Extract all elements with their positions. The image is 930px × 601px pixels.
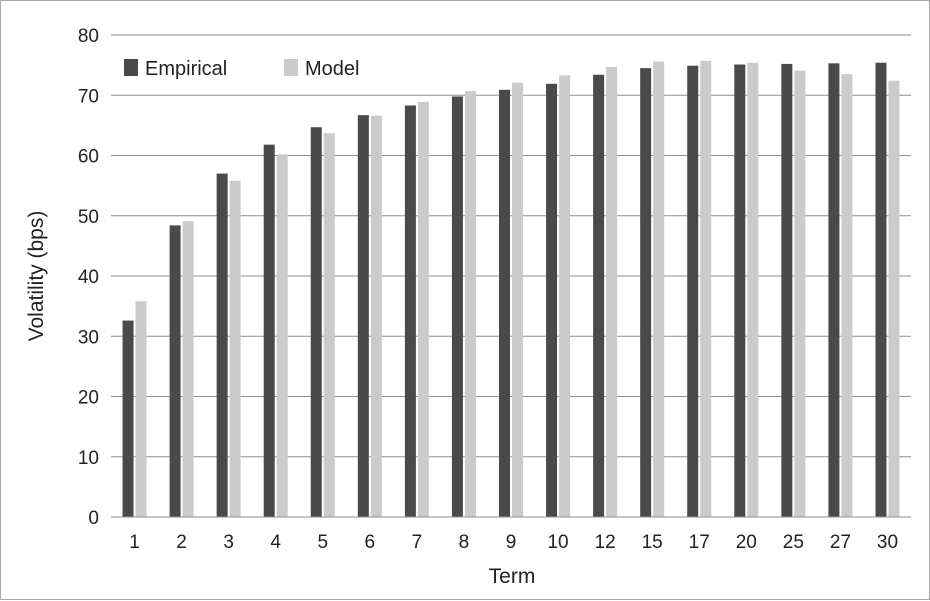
bar-empirical-5 — [310, 127, 322, 518]
x-tick-label: 4 — [270, 532, 281, 553]
bar-empirical-9 — [499, 89, 510, 517]
bar-empirical-2 — [169, 225, 181, 517]
x-tick-label: 3 — [223, 532, 234, 553]
y-tick-label: 30 — [78, 327, 99, 348]
x-tick-label: 27 — [830, 532, 851, 553]
y-tick-label: 60 — [78, 147, 99, 168]
y-tick-labels: 0 10 20 30 40 50 60 70 80 — [78, 26, 99, 529]
gridlines — [111, 34, 911, 458]
bar-model-4 — [276, 154, 288, 518]
y-tick-label: 10 — [78, 448, 99, 469]
y-tick-label: 80 — [78, 26, 99, 47]
bar-empirical-1 — [122, 320, 134, 517]
x-tick-label: 12 — [595, 532, 616, 553]
bar-empirical-15 — [640, 68, 652, 517]
x-axis-title: Term — [489, 565, 536, 588]
bar-model-15 — [653, 61, 665, 517]
bar-model-30 — [888, 80, 900, 517]
y-tick-label: 20 — [78, 388, 99, 409]
legend: Empirical Model — [124, 58, 359, 80]
bars — [122, 60, 900, 518]
bar-model-17 — [700, 60, 712, 517]
bar-empirical-25 — [781, 63, 793, 518]
x-tick-label: 9 — [506, 532, 517, 553]
bar-model-7 — [417, 101, 429, 517]
x-tick-label: 17 — [689, 532, 710, 553]
bar-model-20 — [747, 62, 759, 518]
x-tick-label: 20 — [736, 532, 757, 553]
bar-empirical-6 — [357, 115, 369, 517]
bar-empirical-17 — [687, 65, 699, 517]
x-tick-label: 10 — [547, 532, 568, 553]
bar-model-3 — [229, 180, 241, 517]
x-tick-label: 2 — [176, 532, 187, 553]
legend-label-empirical: Empirical — [145, 58, 227, 80]
x-tick-label: 7 — [412, 532, 423, 553]
bar-model-25 — [794, 70, 806, 518]
y-tick-label: 50 — [78, 207, 99, 228]
y-tick-label: 0 — [88, 508, 99, 529]
bar-model-12 — [606, 66, 618, 518]
bar-model-5 — [323, 133, 335, 517]
bar-empirical-3 — [216, 173, 228, 517]
x-tick-label: 6 — [365, 532, 376, 553]
bar-model-8 — [464, 91, 476, 517]
y-axis-title: Volatility (bps) — [25, 211, 48, 342]
x-tick-label: 8 — [459, 532, 470, 553]
x-tick-label: 1 — [129, 532, 140, 553]
bar-model-9 — [512, 82, 523, 517]
bar-model-27 — [841, 74, 853, 517]
bar-empirical-4 — [263, 144, 275, 517]
x-tick-labels: 1 2 3 4 5 6 7 8 9 10 12 15 17 20 25 27 30 — [129, 532, 898, 553]
bar-empirical-10 — [546, 83, 558, 518]
x-tick-label: 15 — [642, 532, 663, 553]
bar-model-1 — [135, 301, 147, 517]
x-tick-label: 25 — [783, 532, 804, 553]
bar-empirical-8 — [451, 96, 463, 517]
bar-empirical-20 — [734, 64, 746, 518]
bar-model-10 — [559, 75, 571, 518]
bar-empirical-12 — [593, 74, 605, 517]
bar-model-2 — [182, 221, 194, 518]
y-tick-label: 70 — [78, 86, 99, 107]
legend-swatch-empirical — [124, 59, 138, 76]
y-tick-label: 40 — [78, 267, 99, 288]
legend-swatch-model — [284, 59, 298, 76]
x-tick-label: 30 — [877, 532, 898, 553]
bar-empirical-27 — [828, 63, 840, 517]
x-tick-label: 5 — [317, 532, 328, 553]
legend-label-model: Model — [305, 58, 359, 80]
bar-empirical-30 — [875, 62, 887, 518]
bar-empirical-7 — [404, 105, 416, 518]
bar-model-6 — [370, 115, 382, 518]
